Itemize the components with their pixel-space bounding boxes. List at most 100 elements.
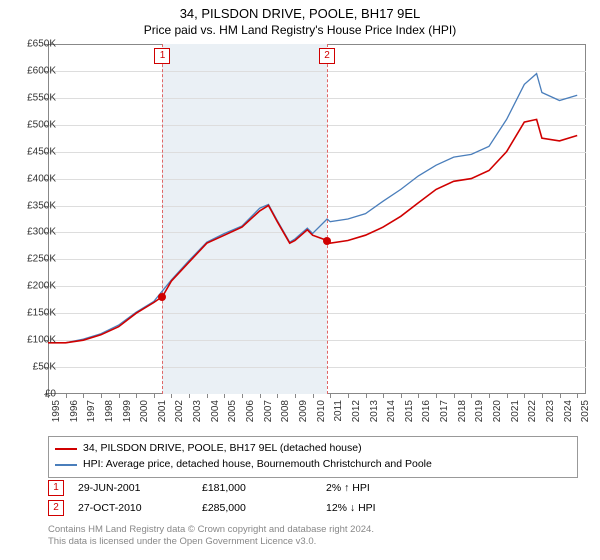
chart-subtitle: Price paid vs. HM Land Registry's House … bbox=[0, 23, 600, 41]
x-tick bbox=[401, 394, 402, 398]
footer-line-1: Contains HM Land Registry data © Crown c… bbox=[48, 524, 374, 536]
y-axis-label: £150K bbox=[27, 308, 56, 319]
chart-legend: 34, PILSDON DRIVE, POOLE, BH17 9EL (deta… bbox=[48, 436, 578, 478]
legend-item: 34, PILSDON DRIVE, POOLE, BH17 9EL (deta… bbox=[55, 441, 571, 457]
transaction-price: £181,000 bbox=[202, 482, 312, 494]
x-axis-label: 2023 bbox=[545, 400, 556, 422]
x-tick bbox=[418, 394, 419, 398]
x-axis-label: 2022 bbox=[527, 400, 538, 422]
transaction-hpi-delta: 2% ↑ HPI bbox=[326, 482, 578, 494]
transaction-hpi-delta: 12% ↓ HPI bbox=[326, 502, 578, 514]
x-axis-label: 1999 bbox=[122, 400, 133, 422]
x-axis-label: 1997 bbox=[86, 400, 97, 422]
y-axis-label: £450K bbox=[27, 146, 56, 157]
y-axis-label: £250K bbox=[27, 254, 56, 265]
chart-lines bbox=[48, 44, 586, 394]
x-axis-label: 2024 bbox=[563, 400, 574, 422]
x-tick bbox=[383, 394, 384, 398]
x-tick bbox=[295, 394, 296, 398]
x-axis-label: 2013 bbox=[369, 400, 380, 422]
x-axis-label: 2014 bbox=[386, 400, 397, 422]
x-axis-label: 2003 bbox=[192, 400, 203, 422]
transaction-price: £285,000 bbox=[202, 502, 312, 514]
series-property bbox=[48, 119, 577, 342]
x-axis-label: 2020 bbox=[492, 400, 503, 422]
x-tick bbox=[83, 394, 84, 398]
transaction-index-box: 1 bbox=[48, 480, 64, 496]
x-tick bbox=[507, 394, 508, 398]
x-axis-label: 2012 bbox=[351, 400, 362, 422]
legend-swatch bbox=[55, 448, 77, 450]
x-axis-label: 2004 bbox=[210, 400, 221, 422]
y-axis-label: £500K bbox=[27, 119, 56, 130]
x-tick bbox=[436, 394, 437, 398]
x-tick bbox=[454, 394, 455, 398]
x-tick bbox=[277, 394, 278, 398]
y-axis-label: £600K bbox=[27, 65, 56, 76]
x-axis-label: 2005 bbox=[227, 400, 238, 422]
x-tick bbox=[330, 394, 331, 398]
transaction-marker bbox=[323, 237, 331, 245]
event-marker-box: 1 bbox=[154, 48, 170, 64]
y-axis-label: £650K bbox=[27, 39, 56, 50]
x-axis-label: 2015 bbox=[404, 400, 415, 422]
x-axis-label: 2007 bbox=[263, 400, 274, 422]
transaction-index-box: 2 bbox=[48, 500, 64, 516]
y-axis-label: £350K bbox=[27, 200, 56, 211]
x-tick bbox=[489, 394, 490, 398]
x-axis-label: 2016 bbox=[421, 400, 432, 422]
x-tick bbox=[348, 394, 349, 398]
x-tick bbox=[577, 394, 578, 398]
y-axis-label: £50K bbox=[33, 362, 56, 373]
transaction-table: 129-JUN-2001£181,0002% ↑ HPI227-OCT-2010… bbox=[48, 480, 578, 520]
chart-title: 34, PILSDON DRIVE, POOLE, BH17 9EL bbox=[0, 0, 600, 23]
x-tick bbox=[66, 394, 67, 398]
transaction-date: 29-JUN-2001 bbox=[78, 482, 188, 494]
x-axis-label: 2021 bbox=[510, 400, 521, 422]
y-axis-label: £0 bbox=[45, 389, 56, 400]
event-marker-box: 2 bbox=[319, 48, 335, 64]
x-axis-label: 2019 bbox=[474, 400, 485, 422]
x-tick bbox=[260, 394, 261, 398]
x-tick bbox=[119, 394, 120, 398]
x-axis-label: 1996 bbox=[69, 400, 80, 422]
x-tick bbox=[524, 394, 525, 398]
legend-label: HPI: Average price, detached house, Bour… bbox=[83, 457, 432, 473]
x-tick bbox=[154, 394, 155, 398]
x-tick bbox=[313, 394, 314, 398]
y-axis-label: £400K bbox=[27, 173, 56, 184]
y-axis-label: £300K bbox=[27, 227, 56, 238]
footer-line-2: This data is licensed under the Open Gov… bbox=[48, 536, 374, 548]
footer-attribution: Contains HM Land Registry data © Crown c… bbox=[48, 524, 374, 549]
x-tick bbox=[101, 394, 102, 398]
x-tick bbox=[542, 394, 543, 398]
x-tick bbox=[136, 394, 137, 398]
x-axis-label: 2018 bbox=[457, 400, 468, 422]
legend-label: 34, PILSDON DRIVE, POOLE, BH17 9EL (deta… bbox=[83, 441, 362, 457]
x-axis-label: 1995 bbox=[51, 400, 62, 422]
x-axis-label: 2010 bbox=[316, 400, 327, 422]
x-axis-label: 2006 bbox=[245, 400, 256, 422]
y-axis-label: £100K bbox=[27, 335, 56, 346]
x-tick bbox=[224, 394, 225, 398]
x-axis-label: 2001 bbox=[157, 400, 168, 422]
transaction-row: 227-OCT-2010£285,00012% ↓ HPI bbox=[48, 500, 578, 516]
x-axis-label: 2000 bbox=[139, 400, 150, 422]
y-axis-label: £200K bbox=[27, 281, 56, 292]
x-axis-label: 2008 bbox=[280, 400, 291, 422]
x-tick bbox=[471, 394, 472, 398]
x-tick bbox=[366, 394, 367, 398]
chart-plot-area: 12 bbox=[48, 44, 586, 394]
x-axis-label: 2025 bbox=[580, 400, 591, 422]
x-axis-label: 2017 bbox=[439, 400, 450, 422]
x-tick bbox=[171, 394, 172, 398]
x-tick bbox=[560, 394, 561, 398]
legend-swatch bbox=[55, 464, 77, 466]
x-axis-label: 2009 bbox=[298, 400, 309, 422]
x-axis-label: 1998 bbox=[104, 400, 115, 422]
series-hpi bbox=[48, 74, 577, 343]
transaction-marker bbox=[158, 293, 166, 301]
legend-item: HPI: Average price, detached house, Bour… bbox=[55, 457, 571, 473]
x-axis-label: 2002 bbox=[174, 400, 185, 422]
x-tick bbox=[207, 394, 208, 398]
